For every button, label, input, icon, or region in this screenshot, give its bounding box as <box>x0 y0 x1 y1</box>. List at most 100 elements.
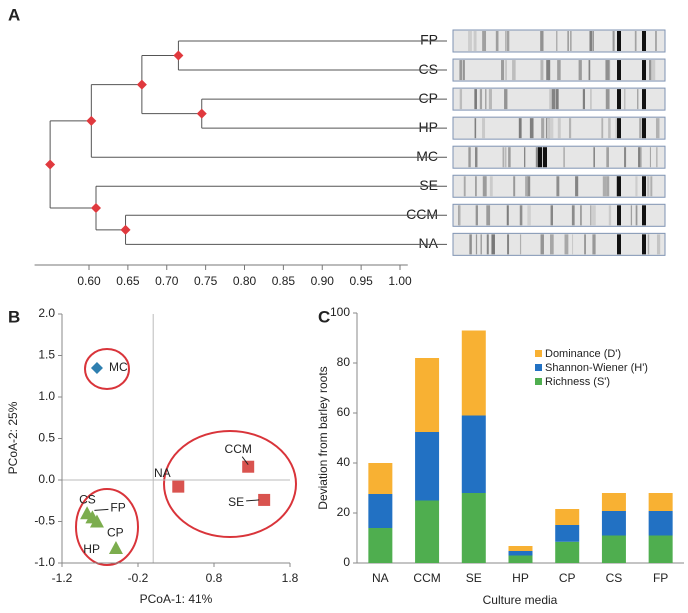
gel-band <box>512 60 516 81</box>
gel-band <box>495 31 499 51</box>
gel-band <box>474 89 477 110</box>
y-tick-label: -0.5 <box>34 514 55 528</box>
x-tick-label: CS <box>606 571 623 585</box>
gel-band <box>527 176 531 197</box>
node-marker <box>86 115 97 126</box>
y-axis-label: PCoA-2: 25% <box>6 401 20 474</box>
gel-band <box>651 60 656 81</box>
gel-band <box>535 147 539 168</box>
bar-segment <box>415 432 440 501</box>
gel-band <box>572 234 574 255</box>
gel-band <box>589 31 592 51</box>
gel-lane <box>452 203 666 227</box>
gel-band <box>638 147 641 168</box>
gel-band <box>608 118 611 139</box>
leaf-label: MC <box>416 148 438 164</box>
y-tick-label: 2.0 <box>38 306 55 320</box>
bar-segment <box>508 555 533 563</box>
legend-label: Dominance (D') <box>545 348 621 360</box>
node-marker <box>90 203 101 214</box>
gel-band <box>506 205 509 226</box>
legend-label: Shannon-Wiener (H') <box>545 362 648 374</box>
x-tick-label: 1.8 <box>282 571 299 585</box>
gel-band <box>486 234 489 255</box>
x-tick-label: HP <box>512 571 529 585</box>
bar-segment <box>461 330 486 416</box>
gel-band <box>546 60 551 81</box>
gel-band <box>584 234 586 255</box>
bar-segment <box>415 500 440 563</box>
gel-band <box>488 89 492 110</box>
point <box>172 480 185 493</box>
gel-band <box>482 176 487 197</box>
gel-band <box>642 205 646 226</box>
legend-swatch <box>535 378 542 385</box>
bar-segment <box>508 546 533 551</box>
x-tick-label: 0.60 <box>77 274 101 288</box>
bar-segment <box>461 415 486 493</box>
point-label: CS <box>79 492 96 506</box>
gel-band <box>524 147 526 168</box>
gel-band <box>469 234 472 255</box>
node-marker <box>45 159 56 170</box>
bar-segment <box>555 541 580 563</box>
gel-band <box>647 234 650 255</box>
gel-band <box>459 60 463 81</box>
bar-segment <box>368 494 393 528</box>
gel-band <box>540 234 544 255</box>
legend-swatch <box>535 350 542 357</box>
gel-band <box>551 89 556 110</box>
gel-band <box>556 176 560 197</box>
gel-band <box>519 234 522 255</box>
gel-band <box>570 31 572 51</box>
y-tick-label: 60 <box>337 405 351 419</box>
gel-band <box>567 31 569 51</box>
gel-band <box>506 31 510 51</box>
gel-band <box>475 234 478 255</box>
x-tick-label: -0.2 <box>128 571 149 585</box>
gel-band <box>637 89 639 110</box>
gel-band <box>543 147 547 168</box>
gel-band <box>541 118 545 139</box>
group-ellipse <box>163 430 297 538</box>
gel-band <box>459 89 463 110</box>
gel-band <box>602 176 607 197</box>
y-tick-label: 1.0 <box>38 389 55 403</box>
x-tick-label: 0.80 <box>233 274 257 288</box>
gel-band <box>474 118 477 139</box>
gel-band <box>525 176 528 197</box>
gel-band <box>639 118 642 139</box>
x-tick-label: 0.75 <box>194 274 218 288</box>
gel-band <box>546 118 550 139</box>
gel-band <box>617 89 621 110</box>
gel-band <box>635 205 638 226</box>
gel-band <box>502 147 504 168</box>
gel-band <box>527 205 531 226</box>
group-ellipse <box>84 348 130 390</box>
point-label: MC <box>109 360 128 374</box>
gel-band <box>541 147 545 168</box>
gel-lane <box>452 87 666 111</box>
gel-band <box>557 118 561 139</box>
gel-band <box>549 118 554 139</box>
gel-band <box>649 60 652 81</box>
gel-band <box>639 147 642 168</box>
gel-band <box>590 205 592 226</box>
bar-segment <box>648 535 673 563</box>
x-tick-label: 0.8 <box>206 571 223 585</box>
leaf-label: CS <box>419 61 438 77</box>
gel-band <box>505 60 507 81</box>
point-label: CP <box>107 526 124 540</box>
gel-band <box>485 89 487 110</box>
panel-letter: A <box>8 5 20 24</box>
gel-band <box>550 205 553 226</box>
gel-band <box>592 205 596 226</box>
gel-band <box>606 176 610 197</box>
point <box>258 493 271 506</box>
point-label: FP <box>110 501 125 515</box>
gel-band <box>635 176 638 197</box>
gel-band <box>489 176 493 197</box>
gel-band <box>617 234 621 255</box>
gel-band <box>486 205 491 226</box>
gel-band <box>647 176 650 197</box>
